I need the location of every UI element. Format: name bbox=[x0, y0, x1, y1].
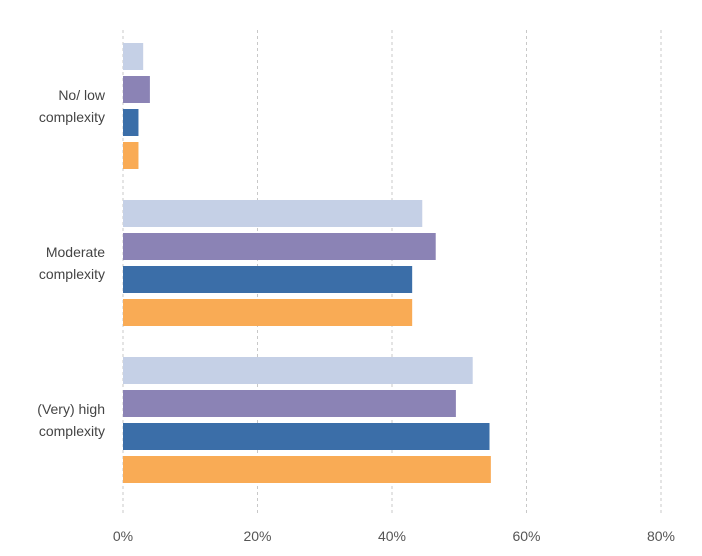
category-labels: No/ low complexity Moderate complexity (Very… bbox=[37, 87, 106, 439]
x-tick-label: 40% bbox=[378, 528, 406, 544]
bar bbox=[123, 423, 490, 450]
bar bbox=[123, 233, 436, 260]
bar bbox=[123, 43, 144, 70]
bar bbox=[123, 266, 413, 293]
bar bbox=[123, 76, 150, 103]
category-label: (Very) high complexity bbox=[37, 401, 105, 439]
bars bbox=[123, 43, 491, 483]
bar bbox=[123, 142, 139, 169]
x-tick-label: 0% bbox=[113, 528, 133, 544]
bar bbox=[123, 299, 413, 326]
x-axis-tick-labels: 0% 20% 40% 60% 80% bbox=[113, 528, 675, 544]
category-label: No/ low complexity bbox=[39, 87, 106, 125]
category-label: Moderate complexity bbox=[39, 244, 105, 282]
bar bbox=[123, 390, 456, 417]
bar bbox=[123, 109, 139, 136]
bar bbox=[123, 357, 473, 384]
bar bbox=[123, 456, 491, 483]
bar bbox=[123, 200, 423, 227]
x-tick-label: 80% bbox=[647, 528, 675, 544]
x-tick-label: 20% bbox=[243, 528, 271, 544]
x-tick-label: 60% bbox=[512, 528, 540, 544]
